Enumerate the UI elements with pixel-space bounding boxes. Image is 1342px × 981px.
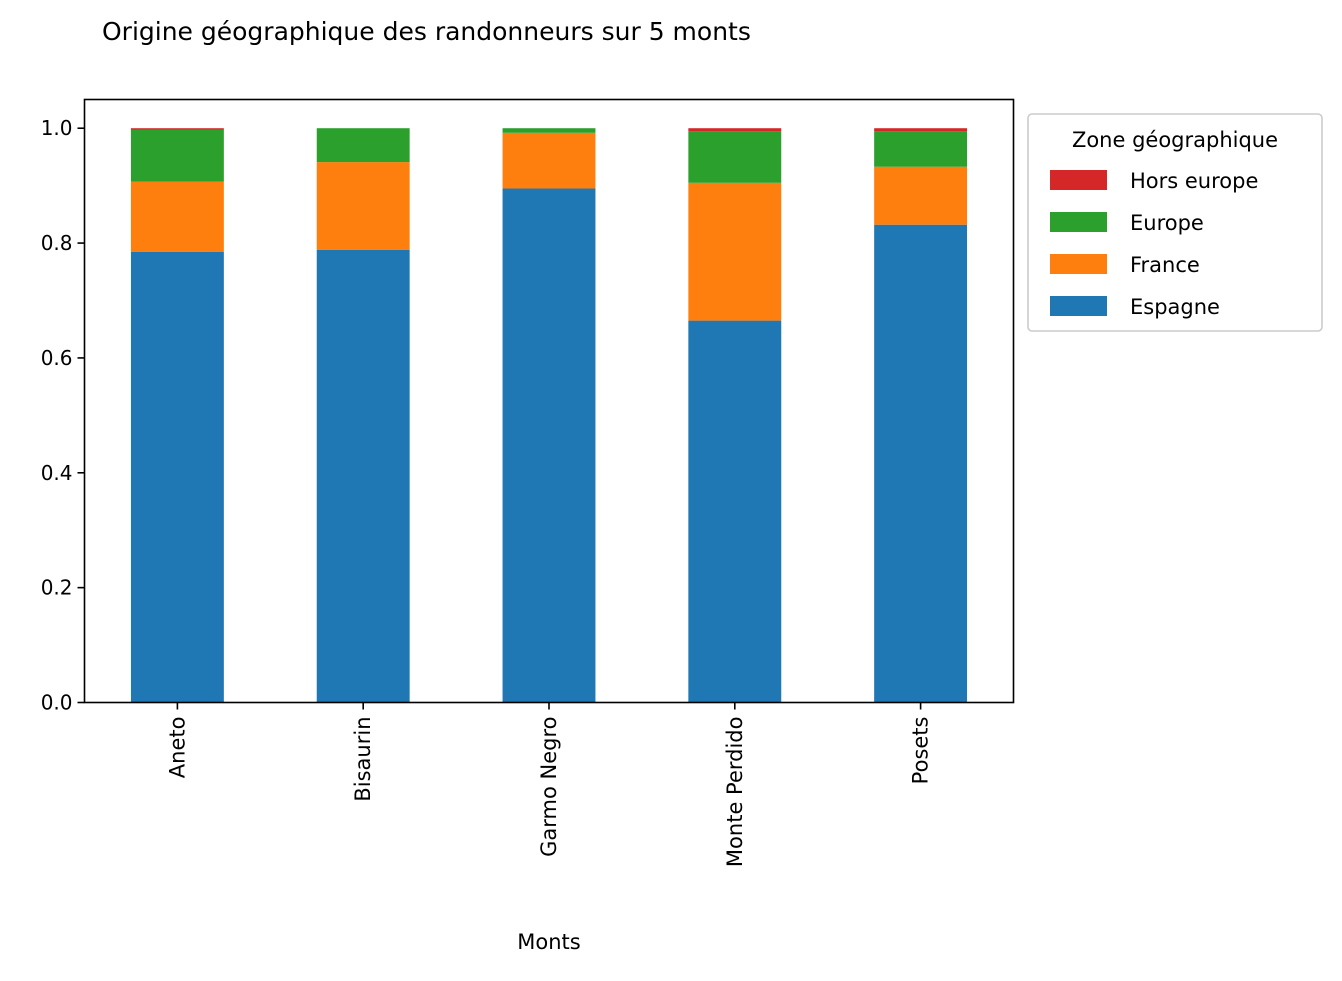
legend-swatch bbox=[1050, 170, 1107, 190]
legend-label: France bbox=[1130, 253, 1200, 277]
bar-segment bbox=[874, 131, 968, 167]
legend-label: Europe bbox=[1130, 211, 1204, 235]
bar-segment bbox=[316, 249, 410, 703]
bar-segment bbox=[688, 182, 782, 321]
bar-segment bbox=[502, 132, 596, 189]
bars-group bbox=[130, 128, 968, 703]
bar-segment bbox=[874, 166, 968, 225]
y-tick-label: 0.2 bbox=[41, 576, 73, 600]
bar-segment bbox=[316, 128, 410, 163]
legend: Zone géographique Hors europe Europe France… bbox=[1027, 113, 1323, 332]
plot-frame bbox=[83, 98, 1015, 704]
bar-segment bbox=[874, 224, 968, 703]
bar-segment bbox=[688, 320, 782, 703]
bar-segment bbox=[130, 251, 224, 703]
x-tick-label: Aneto bbox=[165, 717, 189, 779]
y-tick-label: 0.6 bbox=[41, 346, 73, 370]
y-tick-label: 0.8 bbox=[41, 231, 73, 255]
x-tick-label: Bisaurin bbox=[351, 717, 375, 802]
y-tick-label: 0.4 bbox=[41, 461, 73, 485]
legend-box bbox=[1027, 113, 1323, 332]
bar-segment bbox=[130, 128, 224, 130]
bar-segment bbox=[316, 162, 410, 250]
legend-swatch bbox=[1050, 212, 1107, 232]
x-axis: Aneto Bisaurin Garmo Negro Monte Perdido Pos… bbox=[165, 702, 933, 868]
legend-label: Hors europe bbox=[1130, 169, 1258, 193]
bar-segment bbox=[130, 129, 224, 182]
bar-segment bbox=[874, 128, 968, 132]
legend-label: Espagne bbox=[1130, 295, 1220, 319]
bar-segment bbox=[130, 181, 224, 252]
legend-title: Zone géographique bbox=[1072, 128, 1278, 152]
bar-segment bbox=[502, 128, 596, 133]
bar-segment bbox=[688, 128, 782, 132]
y-tick-label: 1.0 bbox=[41, 116, 73, 140]
y-axis: 0.0 0.2 0.4 0.6 0.8 1.0 bbox=[41, 116, 85, 715]
x-axis-label: Monts bbox=[517, 930, 581, 954]
legend-swatch bbox=[1050, 296, 1107, 316]
y-tick-label: 0.0 bbox=[41, 691, 73, 715]
legend-swatch bbox=[1050, 254, 1107, 274]
bar-segment bbox=[688, 131, 782, 183]
chart-title: Origine géographique des randonneurs sur… bbox=[102, 17, 751, 46]
x-tick-label: Garmo Negro bbox=[537, 717, 561, 857]
bar-segment bbox=[502, 188, 596, 703]
x-tick-label: Monte Perdido bbox=[723, 717, 747, 868]
x-tick-label: Posets bbox=[909, 717, 933, 785]
